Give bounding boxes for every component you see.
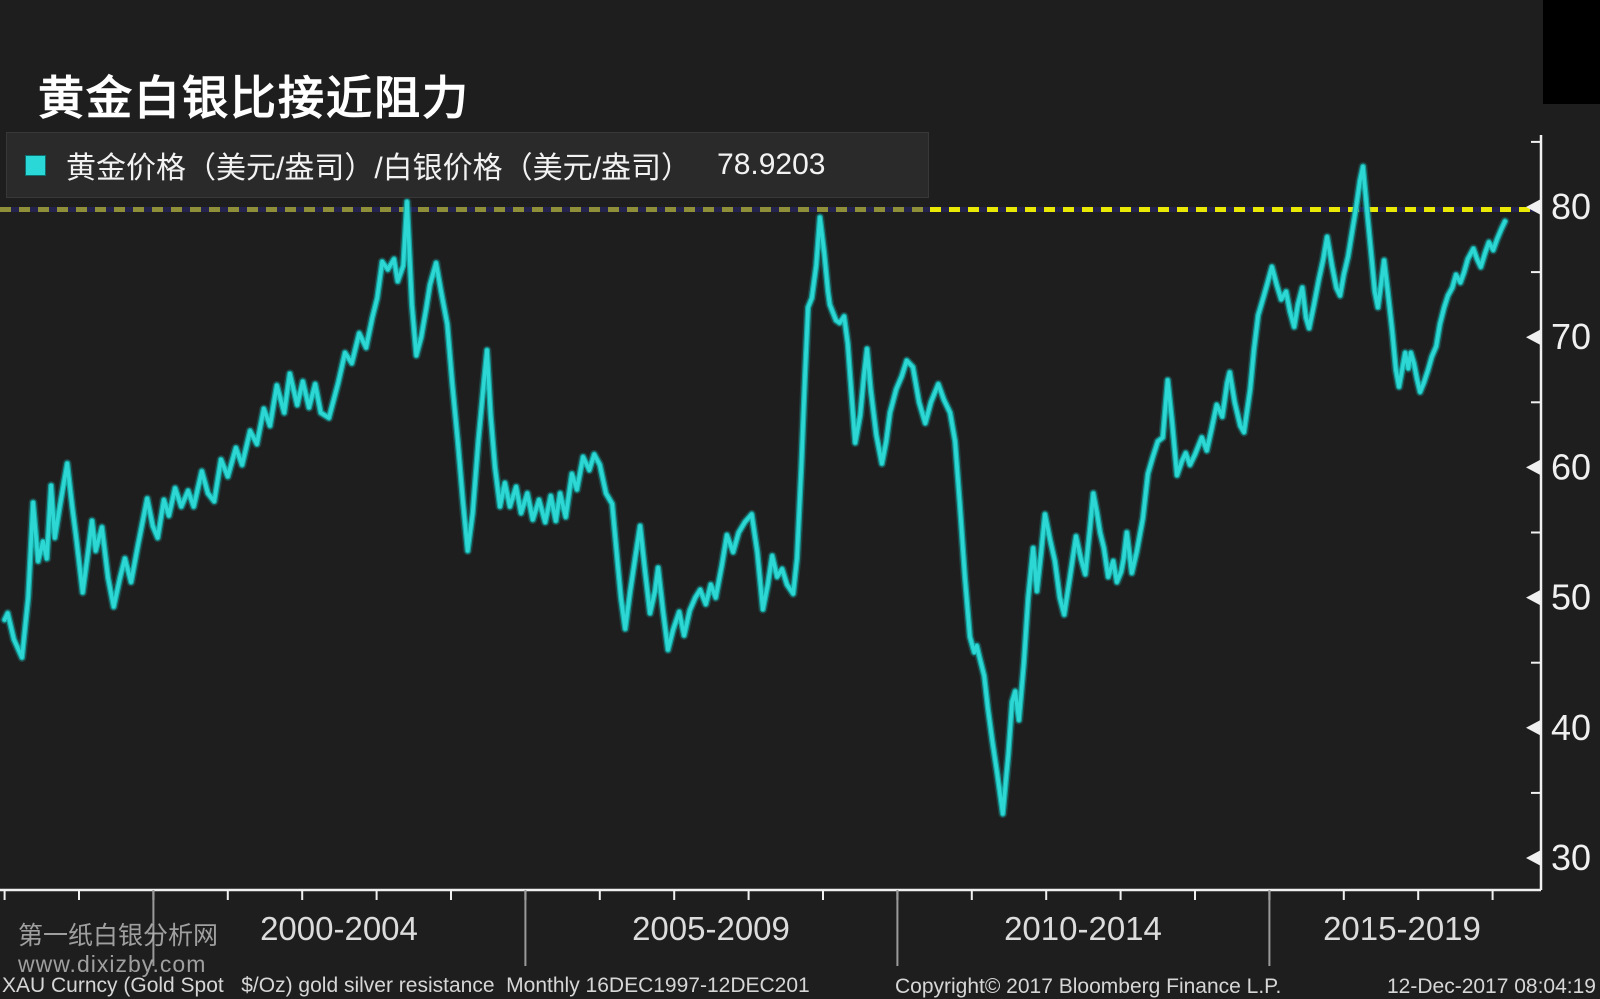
svg-text:30: 30 xyxy=(1551,837,1591,878)
timestamp-text: 12-Dec-2017 08:04:19 xyxy=(1387,975,1596,998)
ratio-line-series xyxy=(0,162,1510,819)
chart-axes: 80 70 60 50 40 30 xyxy=(0,135,1591,966)
legend: 黄金价格（美元/盎司）/白银价格（美元/盎司） 78.9203 xyxy=(6,132,929,198)
x-axis-label-2015-2019: 2015-2019 xyxy=(1323,910,1481,947)
copyright-text: Copyright© 2017 Bloomberg Finance L.P. xyxy=(895,975,1282,998)
page-title: 黄金白银比接近阻力 xyxy=(38,72,470,124)
x-axis-label-2010-2014: 2010-2014 xyxy=(1004,910,1162,947)
security-description-text: XAU Curncy (Gold Spot $/Oz) gold silver … xyxy=(2,974,810,997)
watermark-site-url: www.dixizby.com xyxy=(18,950,207,977)
svg-text:40: 40 xyxy=(1551,707,1591,748)
legend-swatch-icon xyxy=(25,154,46,176)
svg-text:60: 60 xyxy=(1551,446,1591,487)
svg-text:80: 80 xyxy=(1551,186,1591,227)
legend-last-value: 78.9203 xyxy=(717,148,826,181)
watermark: 第一纸白银分析网 www.dixizby.com xyxy=(18,922,218,977)
x-axis-label-2005-2009: 2005-2009 xyxy=(632,910,790,947)
top-right-black-patch xyxy=(1543,0,1600,104)
watermark-site-name: 第一纸白银分析网 xyxy=(18,922,219,950)
legend-label: 黄金价格（美元/盎司）/白银价格（美元/盎司） xyxy=(66,152,692,185)
svg-text:70: 70 xyxy=(1551,316,1591,357)
x-axis-label-2000-2004: 2000-2004 xyxy=(260,910,418,947)
svg-text:50: 50 xyxy=(1551,577,1591,618)
